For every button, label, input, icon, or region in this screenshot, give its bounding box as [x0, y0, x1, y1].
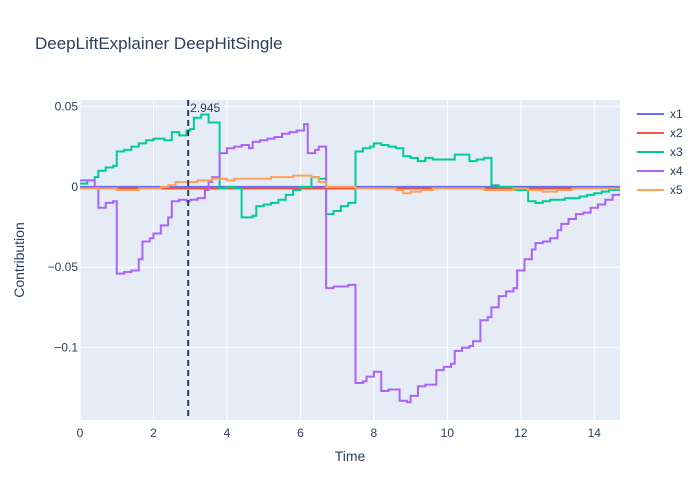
legend-label: x1 [670, 107, 683, 121]
series-line-x3 [80, 113, 620, 219]
legend-label: x5 [670, 183, 683, 197]
vertical-marker: 2.945 [187, 100, 221, 420]
series-line-x5 [80, 174, 620, 195]
vline-label: 2.945 [190, 101, 220, 115]
series-line-x4 [80, 123, 620, 404]
x-tick-label: 4 [224, 426, 231, 440]
axis-ticks: 0 2 4 6 8 10 12 14 0.05 0 −0.05 −0.1 [48, 99, 602, 440]
legend-label: x2 [670, 126, 683, 140]
x-tick-label: 10 [441, 426, 455, 440]
x-tick-label: 14 [588, 426, 602, 440]
x-tick-label: 8 [371, 426, 378, 440]
x-tick-label: 2 [150, 426, 157, 440]
plot-background [80, 100, 620, 420]
x-tick-label: 12 [514, 426, 528, 440]
x-tick-label: 6 [297, 426, 304, 440]
legend-label: x3 [670, 145, 683, 159]
legend-item-x3[interactable]: x3 [637, 145, 683, 159]
legend-item-x5[interactable]: x5 [637, 183, 683, 197]
legend-item-x2[interactable]: x2 [637, 126, 683, 140]
y-tick-label: 0 [71, 180, 78, 194]
legend-label: x4 [670, 164, 683, 178]
legend-item-x4[interactable]: x4 [637, 164, 683, 178]
y-tick-label: 0.05 [55, 99, 79, 113]
chart-title: DeepLiftExplainer DeepHitSingle [35, 34, 283, 53]
legend-item-x1[interactable]: x1 [637, 107, 683, 121]
y-tick-label: −0.05 [48, 260, 79, 274]
y-axis-title: Contribution [11, 222, 27, 298]
x-tick-label: 0 [77, 426, 84, 440]
y-tick-label: −0.1 [54, 341, 78, 355]
legend[interactable]: x1 x2 x3 x4 x5 [637, 107, 683, 197]
x-axis-title: Time [335, 448, 366, 464]
series-lines [80, 113, 620, 404]
